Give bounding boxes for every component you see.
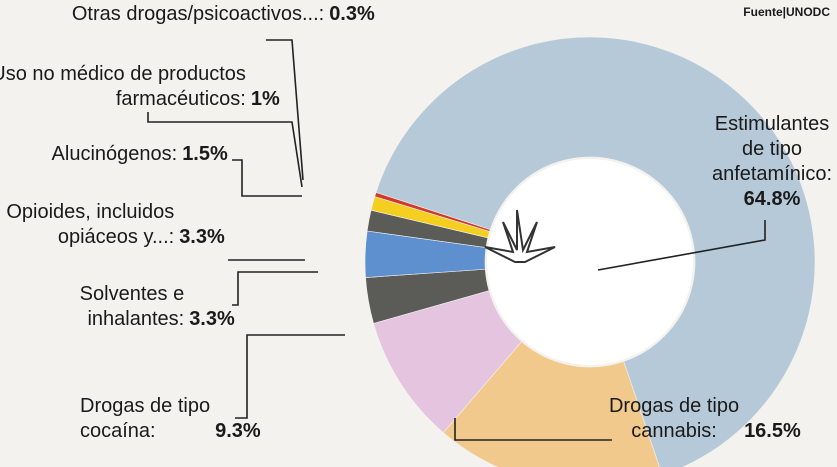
label-line: cocaína:: [80, 420, 156, 442]
value-label: 16.5%: [744, 420, 801, 442]
category-label: Drogas de tipo cannabis:: [609, 395, 739, 442]
category-label: Uso no médico de productos farmacéuticos:: [0, 63, 246, 110]
value-label: 3.3%: [189, 308, 235, 330]
value-label: 1.5%: [182, 143, 228, 165]
donut-segment: [442, 341, 660, 467]
label-line: anfetamínico:: [712, 163, 832, 185]
value-label: 0.3%: [329, 3, 375, 25]
category-label: Alucinógenos:: [52, 143, 178, 165]
category-label: Drogas de tipo cocaína:: [80, 395, 210, 442]
label-line: Estimulantes: [715, 113, 830, 135]
label-line: Otras drogas/psicoactivos...:: [72, 3, 324, 25]
value-label: 9.3%: [215, 420, 261, 442]
category-label: Opioides, incluidos opiáceos y...:: [6, 201, 174, 248]
leader-line: [232, 271, 318, 306]
label-line: de tipo: [742, 138, 802, 160]
label-line: Drogas de tipo: [609, 395, 739, 417]
category-label: Solventes e inhalantes:: [80, 283, 185, 330]
label-line: Opioides, incluidos: [6, 201, 174, 223]
leader-line: [147, 112, 303, 188]
label-line: inhalantes:: [87, 308, 184, 330]
leaf-icon: [484, 209, 556, 263]
label-line: cannabis:: [631, 420, 717, 442]
category-label: Otras drogas/psicoactivos...:: [72, 3, 324, 25]
label-line: Alucinógenos:: [52, 143, 178, 165]
leader-line: [235, 334, 345, 419]
source: Fuente|UNODC: [743, 5, 830, 19]
donut-segment: [375, 36, 816, 467]
label-line: opiáceos y...:: [58, 226, 174, 248]
category-label: Estimulantes de tipo anfetamínico:: [712, 113, 832, 185]
center-disc: [487, 159, 693, 365]
label-line: Uso no médico de productos: [0, 63, 246, 85]
label-line: Solventes e: [80, 283, 185, 305]
leader-line: [232, 159, 302, 197]
leader-line: [454, 418, 612, 441]
value-label: 64.8%: [744, 188, 801, 210]
value-label: 1%: [251, 88, 280, 110]
label-line: farmacéuticos:: [116, 88, 246, 110]
leader-line: [597, 220, 766, 271]
value-label: 3.3%: [179, 226, 225, 248]
leader-line: [266, 39, 304, 181]
label-line: Drogas de tipo: [80, 395, 210, 417]
donut-segment: [374, 192, 491, 232]
